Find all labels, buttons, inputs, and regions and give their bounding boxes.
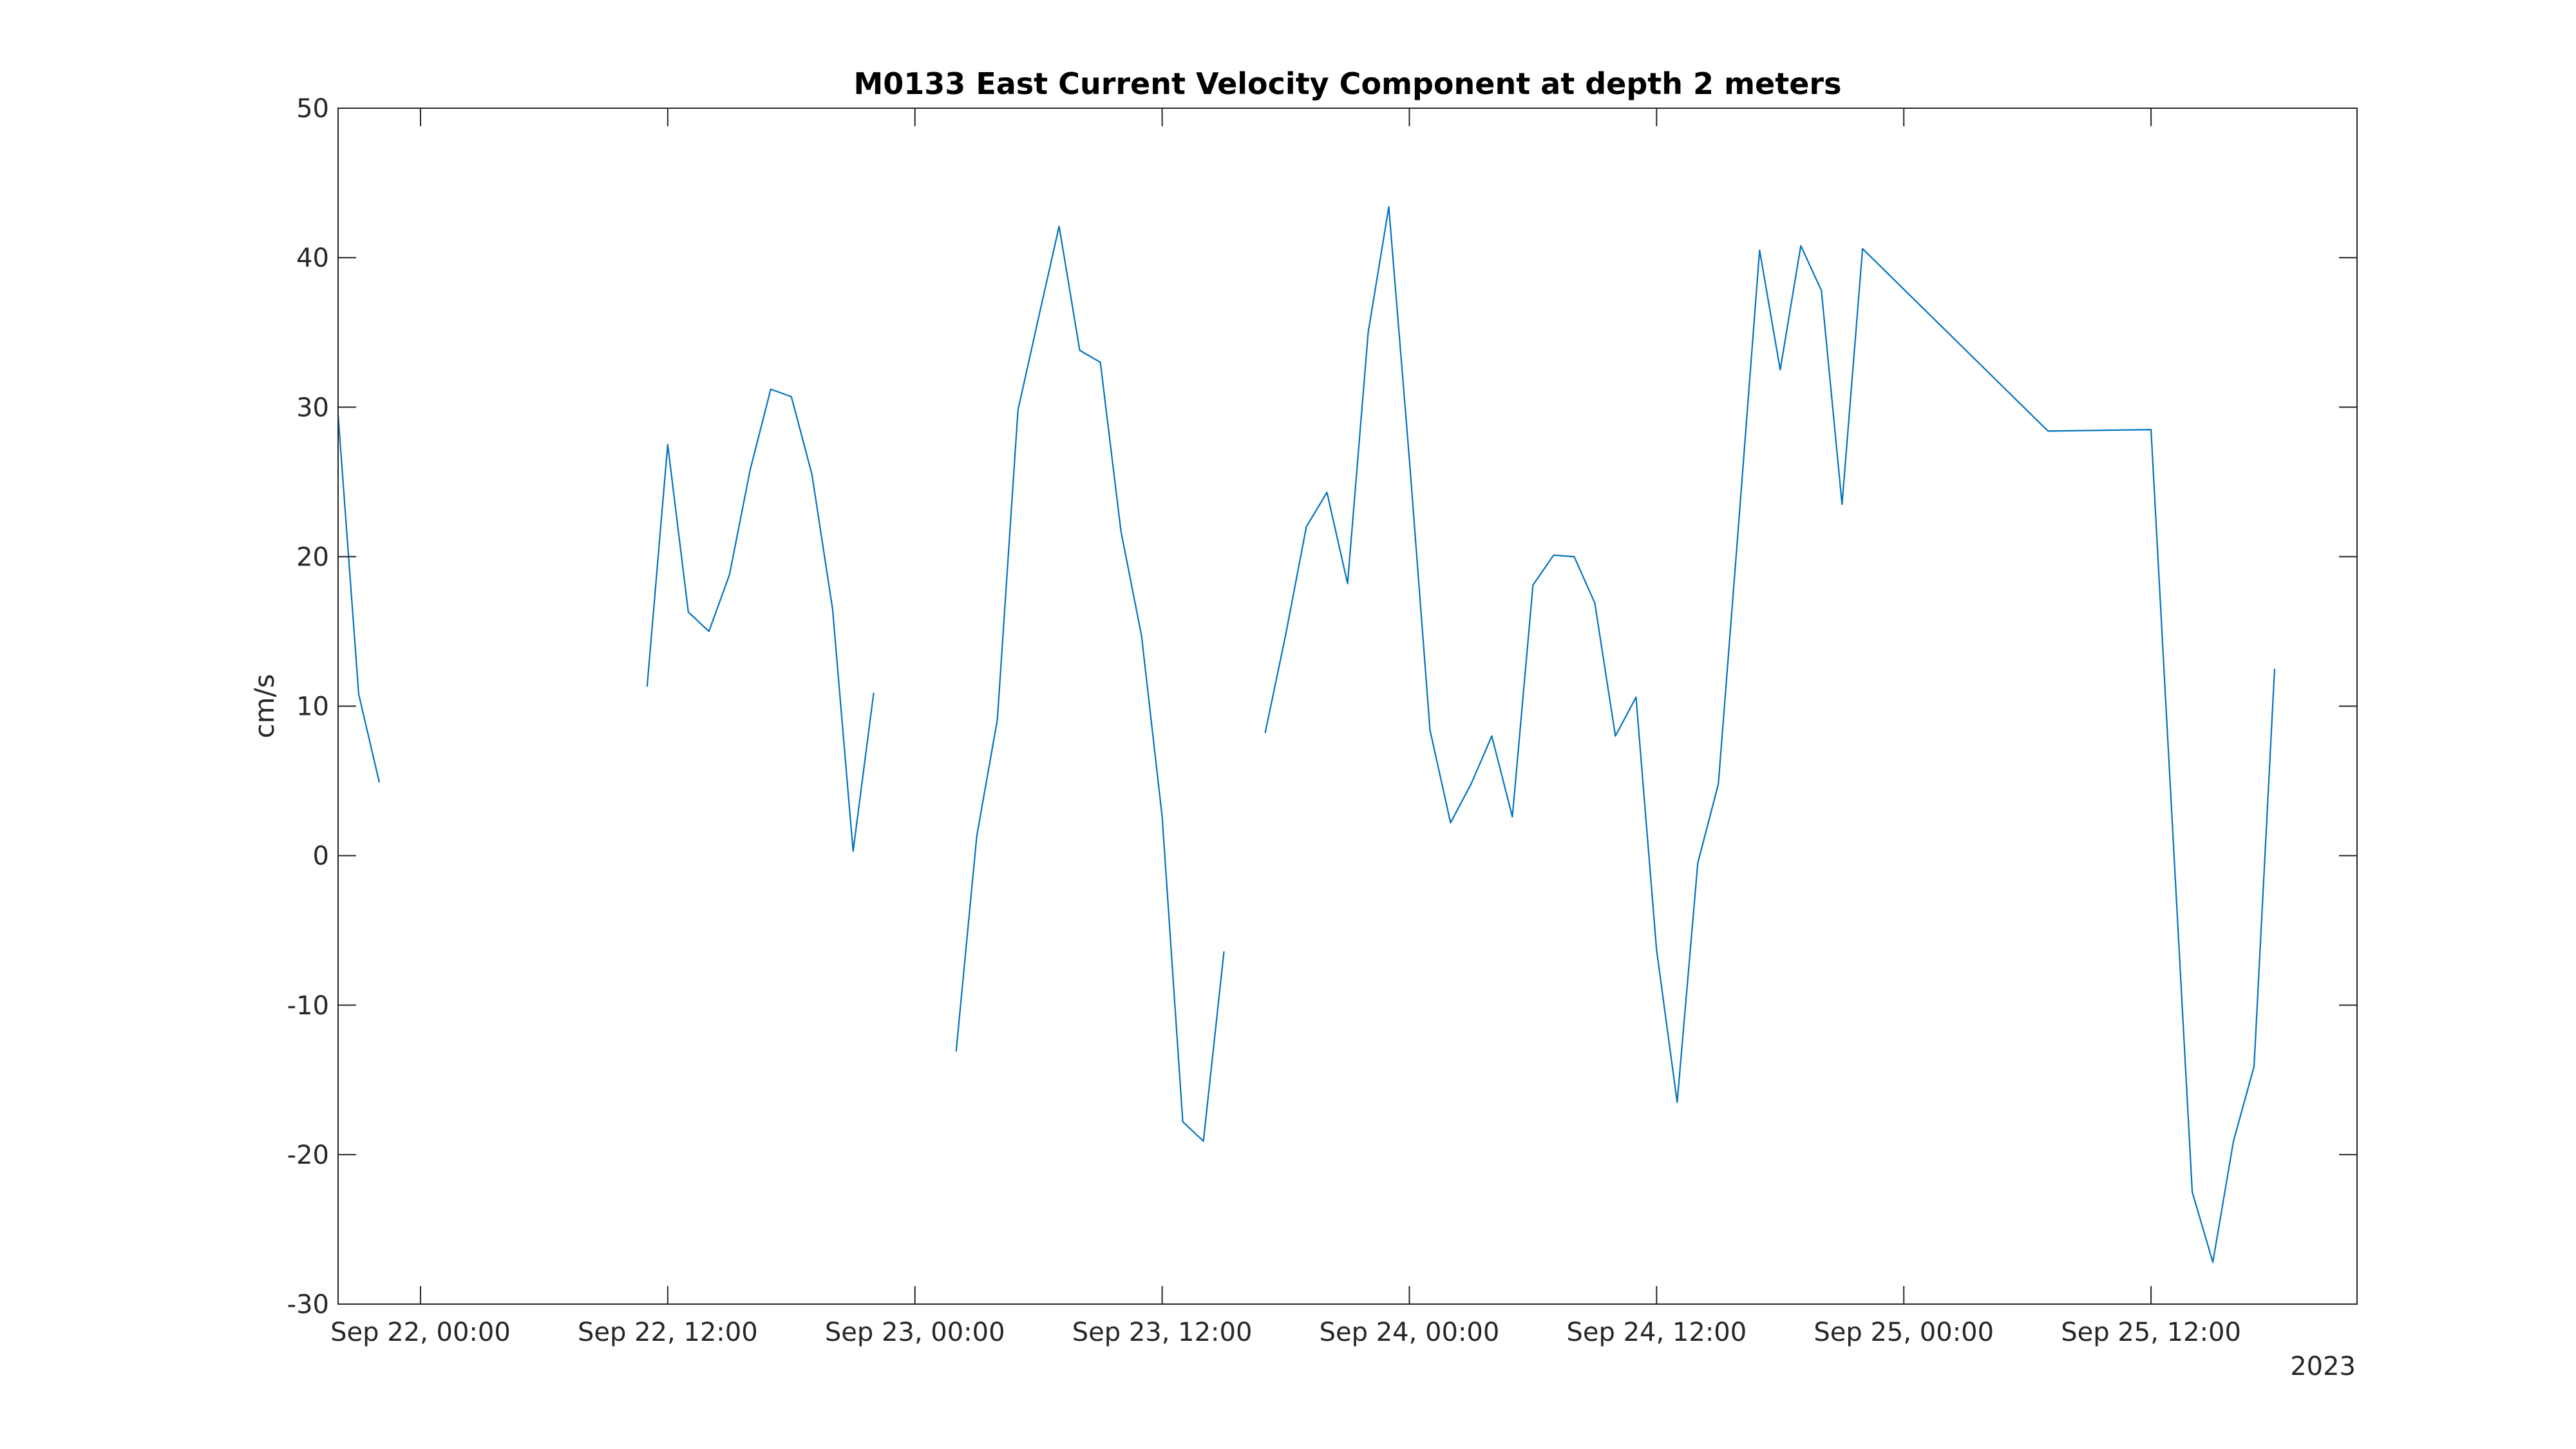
y-tick-label: 50 <box>296 94 329 124</box>
y-axis: -30 -20 -10 0 10 20 30 40 50 <box>287 94 2357 1320</box>
x-tick-label: Sep 25, 00:00 <box>1814 1318 1994 1347</box>
series-layer <box>337 206 2276 1264</box>
x-tick-label: Sep 22, 12:00 <box>578 1318 758 1347</box>
x-axis: Sep 22, 00:00 Sep 22, 12:00 Sep 23, 00:00 S… <box>330 108 2241 1347</box>
x-tick-label: Sep 23, 00:00 <box>825 1318 1005 1347</box>
x-tick-label: Sep 23, 12:00 <box>1072 1318 1253 1347</box>
y-tick-label: 40 <box>296 243 329 273</box>
series-line-segment-1 <box>337 414 381 783</box>
y-tick-label: 30 <box>296 393 329 422</box>
series-line-segment-2 <box>646 388 875 852</box>
x-axis-year-label: 2023 <box>2290 1352 2356 1381</box>
y-axis-label: cm/s <box>249 674 280 738</box>
plot-area <box>338 108 2357 1304</box>
y-tick-label: 0 <box>313 842 329 871</box>
x-tick-label: Sep 25, 12:00 <box>2061 1318 2241 1347</box>
x-tick-label: Sep 24, 00:00 <box>1320 1318 1500 1347</box>
x-tick-label: Sep 24, 12:00 <box>1566 1318 1747 1347</box>
y-tick-label: -30 <box>287 1290 329 1320</box>
x-tick-label: Sep 22, 00:00 <box>330 1318 511 1347</box>
y-tick-label: 20 <box>296 542 329 572</box>
y-tick-label: -10 <box>287 991 329 1021</box>
series-line-segment-4 <box>1264 206 2276 1264</box>
y-tick-label: 10 <box>296 692 329 722</box>
chart-title: M0133 East Current Velocity Component at… <box>854 66 1842 101</box>
y-tick-label: -20 <box>287 1141 329 1170</box>
series-line-segment-3 <box>955 225 1225 1142</box>
